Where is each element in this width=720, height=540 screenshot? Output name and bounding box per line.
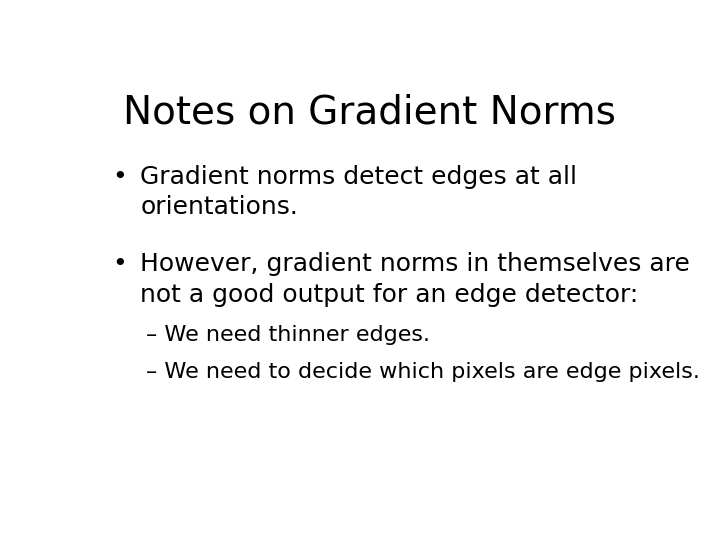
Text: – We need to decide which pixels are edge pixels.: – We need to decide which pixels are edg… <box>145 362 700 382</box>
Text: Gradient norms detect edges at all
orientations.: Gradient norms detect edges at all orien… <box>140 165 577 219</box>
Text: However, gradient norms in themselves are
not a good output for an edge detector: However, gradient norms in themselves ar… <box>140 252 690 307</box>
Text: •: • <box>112 165 127 188</box>
Text: – We need thinner edges.: – We need thinner edges. <box>145 325 430 345</box>
Text: Notes on Gradient Norms: Notes on Gradient Norms <box>122 94 616 132</box>
Text: •: • <box>112 252 127 276</box>
